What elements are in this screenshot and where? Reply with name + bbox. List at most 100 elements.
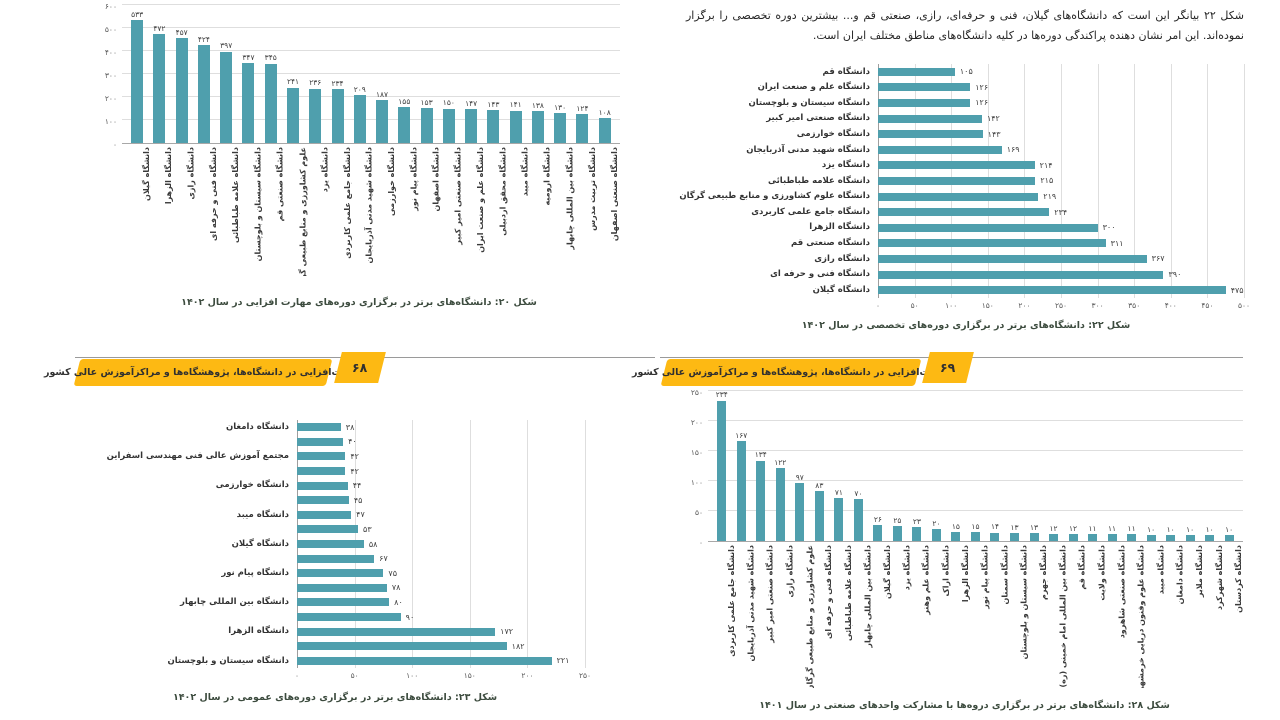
bar-slot: ۱۰ <box>1219 525 1239 541</box>
bar <box>487 110 500 143</box>
bar-slot: ۲۱۵ <box>878 176 1244 185</box>
bar-slot: ۱۴۱ <box>505 101 527 143</box>
category-slot: دانشگاه رازی <box>171 144 196 276</box>
value-label: ۱۵۰ <box>442 98 455 108</box>
bar-slot: ۴۰ <box>297 437 585 446</box>
axis-tick: ۱۰۰ <box>945 300 958 310</box>
value-label: ۴۷۵ <box>1230 285 1244 295</box>
bars-row: ۵۳۳ ۴۷۲ ۴۵۷ ۴۲۴ ۳۹۷ ۳۴۷ ۳۴۵ ۲۴۱ ۲۳۶ ۲۳۴ ۲۰۹ ۱۸۷ ۱۵۵ ۱… <box>122 6 620 143</box>
bar <box>736 440 746 541</box>
table-row: دانشگاه سیستان و بلوچستان ۱۲۶ <box>688 95 1244 111</box>
bar <box>892 526 902 541</box>
y-axis: ۰ ۱۰۰ ۲۰۰ ۳۰۰ ۴۰۰ ۵۰۰ ۶۰۰ <box>98 2 122 147</box>
bar-slot: ۴۵۷ <box>171 28 193 143</box>
chart-22-caption: شکل ۲۲: دانشگاه‌های برتر در برگزاری دوره… <box>801 320 1131 331</box>
bar <box>1224 535 1234 541</box>
bar <box>297 583 387 592</box>
value-label: ۱۳ <box>1029 522 1039 532</box>
value-label: ۱۱ <box>1127 524 1136 534</box>
category-label: دانشگاه خوارزمی <box>796 128 870 139</box>
value-label: ۳۱۱ <box>1110 238 1124 248</box>
bar-slot: ۳۴۷ <box>237 53 259 143</box>
table-row: ۴۵ <box>85 493 585 508</box>
intro-paragraph: شکل ۲۲ بیانگر این است که دانشگاه‌های گیل… <box>686 9 1244 42</box>
bar <box>286 87 299 143</box>
bar <box>175 37 188 143</box>
value-label: ۳۸ <box>345 422 355 432</box>
gridline <box>585 420 586 669</box>
bar-slot: ۱۳ <box>1024 522 1044 541</box>
category-label: دانشگاه پیام نور <box>221 567 289 578</box>
bar-slot: ۱۰ <box>1180 525 1200 541</box>
bar <box>814 491 824 541</box>
value-label: ۵۸ <box>368 539 378 549</box>
category-slot: دانشگاه شهید مدنی آذربایجان <box>349 144 374 276</box>
value-label: ۴۷۲ <box>153 24 166 34</box>
value-label: ۶۷ <box>379 554 388 564</box>
value-label: ۱۰۵ <box>959 67 973 77</box>
value-label: ۲۳۴ <box>331 78 344 88</box>
gridline <box>122 4 620 5</box>
bar-slot: ۴۴ <box>297 481 585 490</box>
value-label: ۱۸۲ <box>511 641 525 651</box>
table-row: ۴۲ <box>85 464 585 479</box>
category-slot: دانشگاه بین المللی چابهار <box>849 542 872 688</box>
bar-slot: ۴۷ <box>297 510 585 519</box>
category-slot: دانشگاه صنعتی اصفهان <box>594 144 619 276</box>
bar <box>297 467 346 476</box>
bar <box>990 532 1000 541</box>
category-slot: دانشگاه علامه طباطبائی <box>829 542 853 688</box>
bar <box>376 100 389 143</box>
value-label: ۲۳۶ <box>309 78 322 88</box>
table-row: ۷۸ <box>85 581 585 596</box>
bar-slot: ۲۵ <box>888 516 908 541</box>
axis-tick: ۲۵۰ <box>690 387 703 397</box>
category-label: دانشگاه میبد <box>236 509 289 520</box>
table-row: دانشگاه علامه طباطبائی ۲۱۵ <box>688 173 1244 189</box>
bar-slot: ۱۱ <box>1122 524 1142 541</box>
category-label: دانشگاه شهید مدنی آذربایجان <box>746 144 870 155</box>
category-slot: دانشگاه فنی و حرفه ای <box>193 144 218 276</box>
axis-tick: ۰ <box>698 537 703 547</box>
bar <box>1166 535 1176 541</box>
category-slot: دانشگاه علامه طباطبائی <box>215 144 240 276</box>
table-row: ۱۸۲ <box>85 639 585 654</box>
bar-slot: ۴۲۴ <box>193 35 215 143</box>
value-label: ۷۵ <box>388 568 397 578</box>
category-slot: دانشگاه علم و صنعت ایران <box>460 144 485 276</box>
category-slot: دانشگاه دامغان <box>1161 542 1185 688</box>
value-label: ۱۳۰ <box>554 102 567 112</box>
value-label: ۵۳۳ <box>131 10 144 20</box>
bar-slot: ۱۴۳ <box>482 100 504 143</box>
value-label: ۴۲ <box>350 451 359 461</box>
axis-tick: ۱۵۰ <box>981 300 994 310</box>
table-row: ۶۷ <box>85 551 585 566</box>
value-label: ۳۰۰ <box>1102 223 1116 233</box>
bar <box>795 482 805 541</box>
bar-slot: ۳۱۱ <box>878 239 1244 248</box>
bar-slot: ۱۵ <box>966 522 986 541</box>
value-label: ۲۳۴ <box>715 390 728 400</box>
value-label: ۲۳۴ <box>1054 207 1068 217</box>
gridline <box>412 420 414 669</box>
bar-slot: ۱۶۷ <box>732 431 752 541</box>
gridline <box>527 420 529 669</box>
bar-slot: ۱۳۰ <box>549 102 571 143</box>
value-label: ۱۰ <box>1205 524 1214 534</box>
bar-slot: ۱۴۲ <box>878 114 1244 123</box>
bar <box>853 499 863 541</box>
value-label: ۴۷ <box>356 510 365 520</box>
bar <box>297 613 401 622</box>
category-slot: دانشگاه سیستان و بلوچستان <box>237 144 262 276</box>
bar <box>1009 533 1019 541</box>
axis-tick: ۱۰۰ <box>104 116 117 126</box>
value-label: ۲۰ <box>932 518 941 528</box>
bar-slot: ۲۳۴ <box>326 78 348 143</box>
bar <box>775 467 785 541</box>
bar <box>878 83 971 92</box>
value-label: ۷۸ <box>391 583 401 593</box>
axis-tick: ۵۰ <box>694 507 703 517</box>
axis-tick: ۵۰ <box>910 300 919 310</box>
bar <box>878 176 1036 185</box>
section-banner-left: مهارت‌افزایی در دانشگاه‌ها، پژوهشگاه‌ها … <box>44 359 362 386</box>
